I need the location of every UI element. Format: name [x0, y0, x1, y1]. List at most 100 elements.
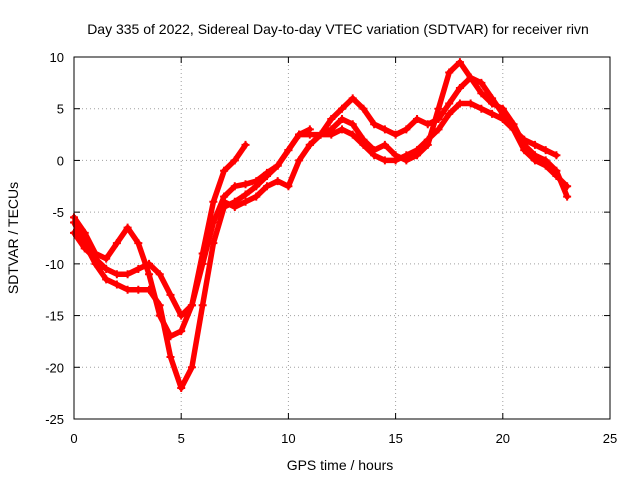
data-point-marker — [134, 265, 143, 274]
data-point-marker — [563, 192, 572, 201]
data-point-marker — [145, 270, 154, 279]
x-tick-label: 10 — [281, 431, 295, 446]
data-point-marker — [466, 73, 475, 82]
data-point-marker — [434, 115, 443, 124]
data-point-marker — [445, 109, 454, 118]
data-point-marker — [102, 275, 111, 284]
data-point-marker — [380, 156, 389, 165]
data-point-marker — [145, 285, 154, 294]
data-point-marker — [402, 156, 411, 165]
data-point-marker — [305, 130, 314, 139]
data-point-marker — [370, 146, 379, 155]
data-point-marker — [370, 120, 379, 129]
data-point-marker — [112, 280, 121, 289]
data-point-marker — [380, 125, 389, 134]
data-point-marker — [230, 156, 239, 165]
x-tick-label: 0 — [70, 431, 77, 446]
data-point-marker — [112, 270, 121, 279]
data-point-marker — [123, 223, 132, 232]
data-point-marker — [187, 301, 196, 310]
data-point-marker — [348, 120, 357, 129]
series-trace-6 — [305, 73, 572, 191]
data-point-marker — [177, 311, 186, 320]
data-point-marker — [477, 78, 486, 87]
data-point-marker — [552, 171, 561, 180]
data-point-marker — [455, 99, 464, 108]
data-point-marker — [91, 259, 100, 268]
data-point-marker — [241, 140, 250, 149]
data-point-marker — [220, 197, 229, 206]
series-trace-4 — [220, 99, 561, 211]
data-point-marker — [466, 99, 475, 108]
data-point-marker — [284, 146, 293, 155]
data-point-marker — [273, 161, 282, 170]
data-point-marker — [166, 290, 175, 299]
data-point-marker — [338, 104, 346, 113]
data-point-marker — [166, 352, 175, 361]
data-point-marker — [434, 125, 443, 134]
y-tick-label: -25 — [45, 412, 64, 427]
data-point-marker — [413, 115, 422, 124]
data-point-marker — [145, 259, 154, 268]
data-series — [70, 58, 572, 392]
y-tick-label: -20 — [45, 360, 64, 375]
data-point-marker — [252, 192, 261, 201]
data-point-marker — [198, 259, 207, 268]
data-point-marker — [338, 125, 346, 134]
y-tick-label: -15 — [45, 309, 64, 324]
chart-title: Day 335 of 2022, Sidereal Day-to-day VTE… — [87, 21, 589, 37]
data-point-marker — [198, 301, 207, 310]
data-point-marker — [102, 254, 111, 263]
data-point-marker — [155, 270, 164, 279]
y-tick-label: -5 — [52, 205, 64, 220]
data-point-marker — [80, 239, 89, 248]
data-point-marker — [305, 140, 314, 149]
data-point-marker — [209, 218, 218, 227]
data-point-marker — [477, 104, 486, 113]
data-point-marker — [391, 130, 400, 139]
data-point-marker — [391, 151, 400, 160]
data-point-marker — [563, 182, 572, 191]
data-point-marker — [177, 327, 186, 336]
data-point-marker — [284, 182, 293, 191]
y-axis-label: SDTVAR / TECUs — [5, 182, 21, 294]
data-point-marker — [348, 130, 357, 139]
data-point-marker — [348, 94, 357, 103]
data-point-marker — [262, 171, 271, 180]
data-point-marker — [413, 151, 422, 160]
data-point-marker — [230, 182, 239, 191]
data-point-marker — [262, 182, 271, 191]
y-tick-label: 5 — [57, 102, 64, 117]
x-tick-label: 15 — [388, 431, 402, 446]
data-point-marker — [209, 197, 218, 206]
data-point-marker — [455, 58, 464, 67]
data-point-marker — [423, 120, 432, 129]
data-point-marker — [295, 130, 304, 139]
data-point-marker — [541, 146, 550, 155]
data-point-marker — [134, 285, 143, 294]
data-point-marker — [445, 99, 454, 108]
data-point-marker — [209, 239, 218, 248]
data-point-marker — [123, 285, 132, 294]
data-point-marker — [112, 239, 121, 248]
data-point-marker — [498, 109, 507, 118]
data-point-marker — [380, 140, 389, 149]
data-point-marker — [327, 115, 336, 124]
data-point-marker — [541, 161, 550, 170]
x-axis-label: GPS time / hours — [287, 457, 394, 473]
series-trace-3 — [70, 125, 314, 392]
x-tick-label: 5 — [178, 431, 185, 446]
data-point-marker — [241, 197, 250, 206]
data-point-marker — [530, 140, 539, 149]
data-point-marker — [327, 125, 336, 134]
data-point-marker — [338, 115, 346, 124]
data-point-marker — [241, 190, 250, 199]
data-point-marker — [434, 104, 443, 113]
data-point-marker — [359, 135, 368, 144]
data-point-marker — [241, 180, 250, 189]
data-point-marker — [455, 84, 464, 93]
y-tick-label: 10 — [50, 50, 64, 65]
data-point-marker — [102, 265, 111, 274]
